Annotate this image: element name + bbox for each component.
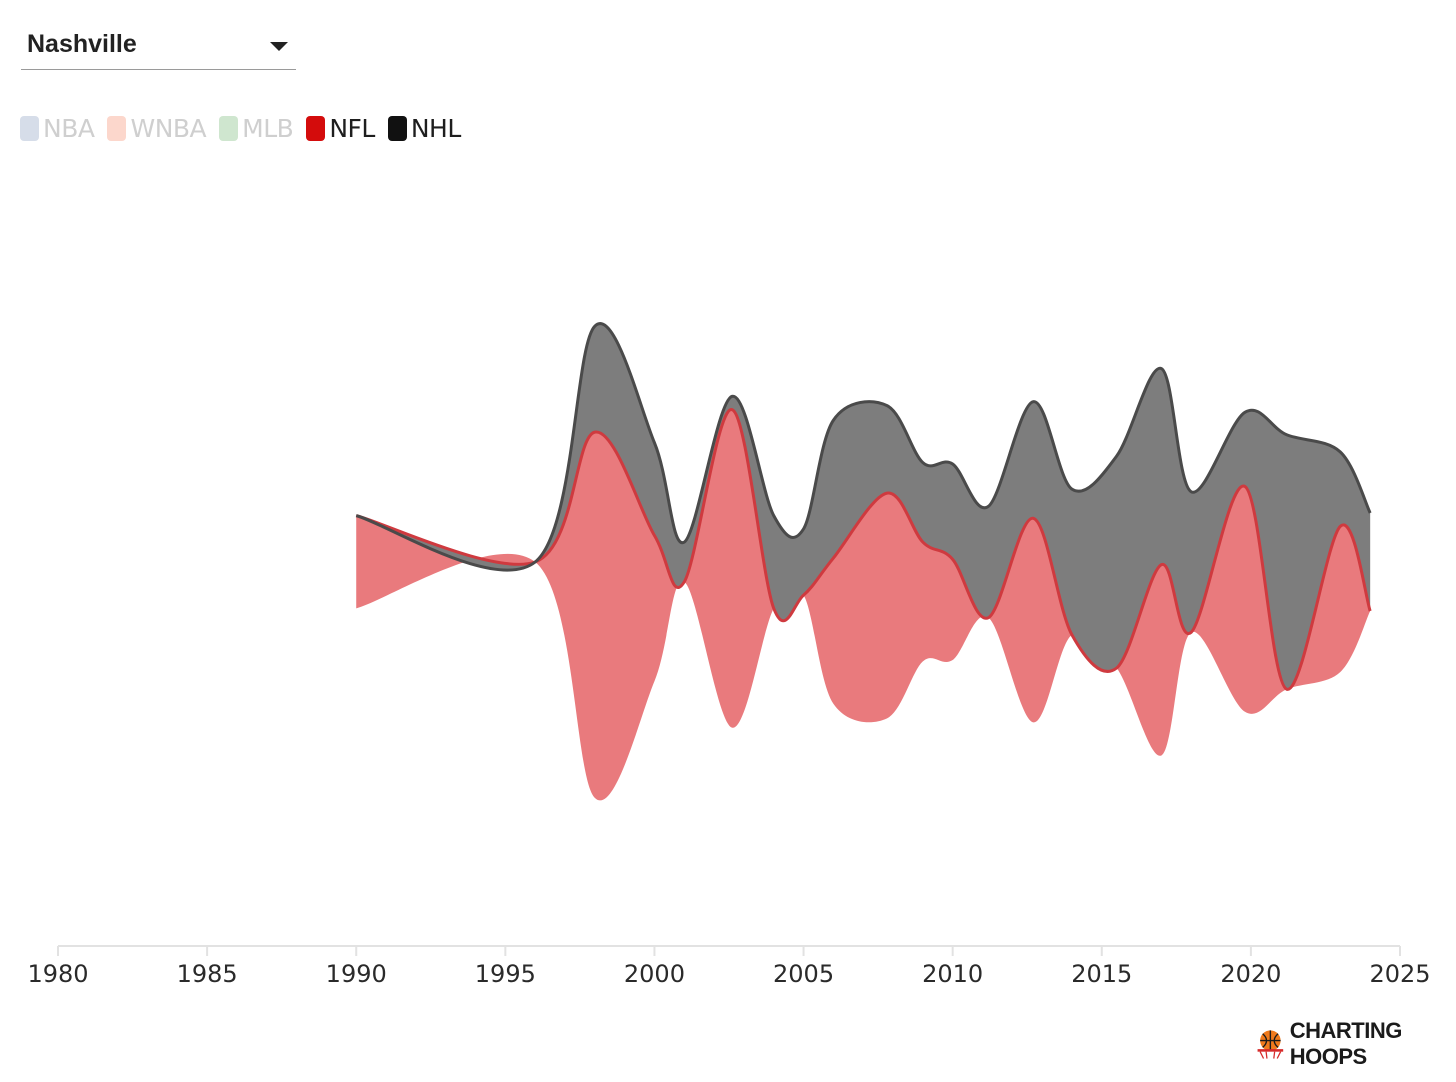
legend-swatch-nba <box>20 115 39 141</box>
stream-nhl[interactable] <box>356 323 1371 690</box>
stream-nfl[interactable] <box>356 409 1371 801</box>
legend-label-nhl: NHL <box>410 113 461 143</box>
legend-item-nba[interactable]: NBA <box>20 113 95 143</box>
x-tick-label: 1995 <box>475 960 536 988</box>
legend-item-mlb[interactable]: MLB <box>219 113 294 143</box>
league-legend: NBA WNBA MLB NFL NHL <box>20 112 474 144</box>
city-dropdown[interactable]: Nashville <box>21 22 296 70</box>
stream-nfl-outline <box>355 408 1372 691</box>
stream-nhl-outline <box>355 322 1372 572</box>
streams-layer <box>355 322 1372 801</box>
x-tick-label: 2010 <box>922 960 983 988</box>
legend-label-wnba: WNBA <box>130 113 207 143</box>
x-tick-label: 2005 <box>773 960 834 988</box>
x-tick-label: 2000 <box>624 960 685 988</box>
legend-label-nba: NBA <box>43 113 95 143</box>
legend-swatch-mlb <box>219 115 239 141</box>
legend-item-nfl[interactable]: NFL <box>306 114 375 143</box>
chevron-down-icon <box>270 42 288 51</box>
x-tick-label: 2015 <box>1071 960 1132 988</box>
legend-label-nfl: NFL <box>329 113 375 143</box>
x-tick-label: 1990 <box>326 960 387 988</box>
legend-item-nhl[interactable]: NHL <box>387 113 461 143</box>
charting-hoops-logo: CHARTING HOOPS <box>1255 1018 1456 1070</box>
city-dropdown-value: Nashville <box>27 30 137 58</box>
streamgraph-chart: 1980 1985 1990 1995 2000 2005 2010 2015 2020 2025 <box>27 322 1431 988</box>
legend-item-wnba[interactable]: WNBA <box>107 113 207 143</box>
x-tick-label: 2020 <box>1220 960 1281 988</box>
legend-swatch-nfl <box>306 115 326 141</box>
x-axis-ticks: 1980 1985 1990 1995 2000 2005 2010 2015 2020 2025 <box>27 946 1431 988</box>
x-tick-label: 2025 <box>1369 960 1430 988</box>
legend-swatch-nhl <box>387 115 407 141</box>
brand-name: CHARTING HOOPS <box>1289 1018 1403 1069</box>
basketball-hoop-icon <box>1257 1030 1284 1059</box>
x-tick-label: 1980 <box>27 960 88 988</box>
legend-swatch-wnba <box>107 115 127 141</box>
x-tick-label: 1985 <box>177 960 238 988</box>
legend-label-mlb: MLB <box>242 113 294 143</box>
